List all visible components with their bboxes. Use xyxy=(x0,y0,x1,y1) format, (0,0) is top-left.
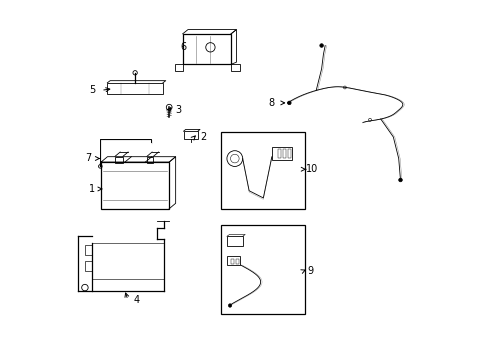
Bar xyxy=(107,83,163,94)
Circle shape xyxy=(319,44,323,47)
Bar xyxy=(85,244,92,255)
Circle shape xyxy=(398,178,402,182)
Bar xyxy=(287,149,290,158)
Text: 4: 4 xyxy=(134,295,140,305)
Circle shape xyxy=(287,101,290,105)
Text: 6: 6 xyxy=(180,42,186,52)
Text: 9: 9 xyxy=(307,266,313,276)
Bar xyxy=(175,64,182,71)
Bar xyxy=(101,162,169,209)
Bar xyxy=(227,256,240,265)
Text: 3: 3 xyxy=(175,105,181,115)
Text: 7: 7 xyxy=(85,153,91,163)
Bar xyxy=(221,132,305,209)
Bar xyxy=(230,64,240,71)
Bar xyxy=(235,258,239,264)
Bar xyxy=(85,261,92,271)
Bar xyxy=(277,149,281,158)
Bar xyxy=(230,258,234,264)
Circle shape xyxy=(228,304,231,307)
Text: 10: 10 xyxy=(305,164,317,174)
Bar xyxy=(282,149,285,158)
Bar xyxy=(147,157,153,163)
Bar xyxy=(271,147,291,159)
Text: 2: 2 xyxy=(200,132,206,142)
Bar xyxy=(226,236,242,246)
Text: 1: 1 xyxy=(89,184,95,194)
Bar xyxy=(221,225,305,315)
Text: 8: 8 xyxy=(268,98,274,108)
Bar xyxy=(115,157,122,163)
Bar xyxy=(182,34,230,64)
Text: 5: 5 xyxy=(89,85,95,95)
Bar xyxy=(183,131,198,139)
